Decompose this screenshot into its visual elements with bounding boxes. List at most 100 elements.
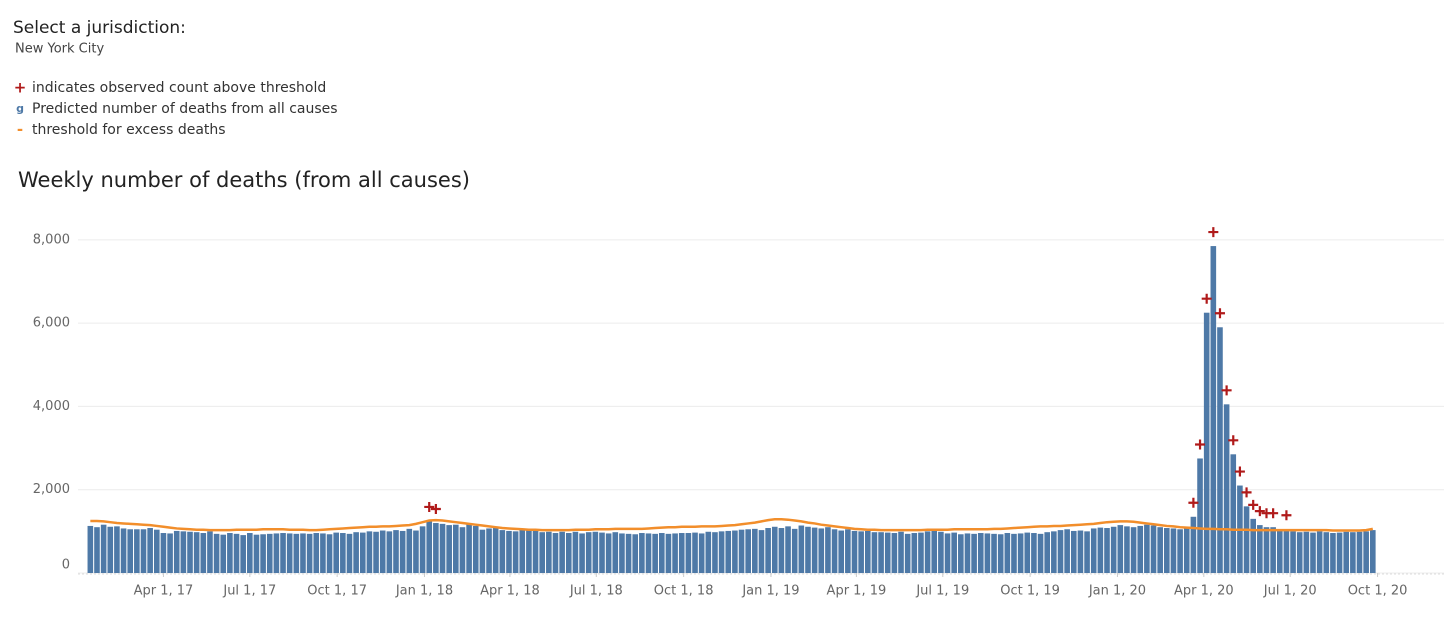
bar [413,530,419,573]
bar [472,525,479,573]
bar [1011,533,1017,573]
above-threshold-marker [424,501,435,512]
bar [1243,506,1250,573]
y-tick-label: 8,000 [33,232,70,247]
bar [1137,525,1144,573]
bar [818,528,825,573]
bar [286,533,293,573]
bar [698,533,705,573]
bar [838,530,845,573]
bar [280,533,286,573]
bar [845,529,851,573]
bar [433,523,439,573]
legend-label: indicates observed count above threshold [32,80,326,96]
above-threshold-marker [1214,308,1225,319]
bar [825,527,831,573]
bar [173,530,180,573]
bar [851,530,858,573]
bar [944,533,951,573]
bar [1004,533,1011,573]
bar [373,531,379,573]
bar [1303,531,1310,573]
bar [831,529,838,573]
bar [1350,532,1356,573]
bar [107,526,114,573]
bar [399,530,406,573]
x-tick-label: Oct 1, 17 [307,584,367,599]
bar [87,525,94,573]
bar [1057,530,1064,573]
bar [1296,532,1303,573]
bar [1170,528,1177,573]
bar [1210,246,1217,573]
bar [632,534,639,573]
bar [1190,516,1197,573]
above-threshold-marker [1208,227,1219,238]
bar [1343,531,1350,573]
bar [459,527,466,573]
bar [340,533,346,573]
bar [977,533,984,573]
bar [1051,531,1057,573]
bar [120,528,127,573]
bar [1104,528,1110,573]
legend-symbol: - [17,121,23,139]
x-tick-label: Apr 1, 20 [1174,584,1234,599]
bar [891,533,898,573]
bar [539,532,545,573]
x-tick-label: Apr 1, 18 [480,584,540,599]
bar [964,533,971,573]
bar [1150,525,1157,573]
bar [758,530,765,573]
bar [778,528,785,573]
y-tick-label: 0 [62,558,70,573]
bar [519,529,526,573]
bar [705,531,712,573]
bar [532,530,539,573]
bar [924,531,931,573]
bar [991,533,997,573]
bar [1183,527,1190,573]
bar [858,531,864,573]
bar [997,534,1004,573]
bar [1064,529,1070,573]
bar [1031,533,1037,573]
bar [546,531,552,573]
bar [791,528,798,573]
bar [386,531,393,573]
bar [685,533,692,573]
legend-label: Predicted number of deaths from all caus… [32,101,338,117]
x-tick-label: Oct 1, 19 [1000,584,1060,599]
legend-symbol: g [16,102,24,115]
threshold-line [90,518,1374,532]
bar [771,526,778,573]
bar [725,530,732,573]
bar [1037,533,1044,573]
bar [326,534,333,573]
above-threshold-marker [1188,497,1199,508]
bar [140,529,147,573]
bar [1363,531,1369,573]
bar [718,531,725,573]
x-tick-label: Jul 1, 19 [915,584,969,599]
bar [1217,327,1223,573]
bar [114,526,120,573]
bar [605,533,612,573]
bar [1356,531,1363,573]
bar [599,532,605,573]
jurisdiction-value[interactable]: New York City [15,42,104,57]
bar [565,533,572,573]
bar [585,532,592,573]
bar [1070,530,1077,573]
bar [1290,531,1296,573]
bar [1110,526,1117,573]
x-tick-label: Jul 1, 18 [569,584,623,599]
bar [1090,528,1097,573]
bar [712,532,718,573]
bar [732,530,738,573]
bar [227,533,233,573]
bar [313,533,320,573]
bar [1077,530,1084,573]
bar [871,532,878,573]
